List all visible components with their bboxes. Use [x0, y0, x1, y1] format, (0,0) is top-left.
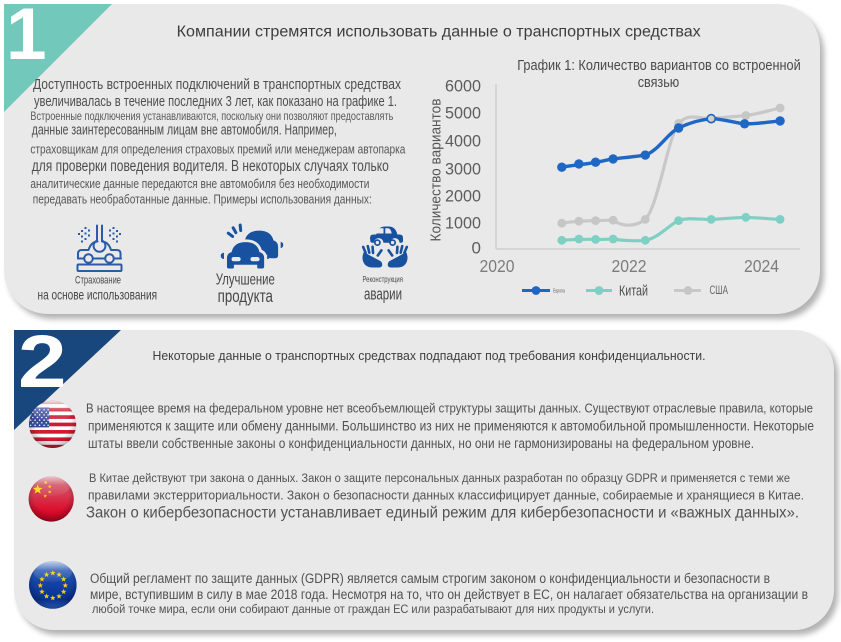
svg-text:страховщикам для определения с: страховщикам для определения страховых п… — [30, 142, 405, 156]
svg-text:Доступность встроенных подключ: Доступность встроенных подключений в тра… — [33, 76, 401, 93]
svg-text:Общий регламент по защите данн: Общий регламент по защите данных (GDPR) … — [90, 571, 770, 586]
svg-text:аналитические данные передаютс: аналитические данные передаются вне авто… — [30, 176, 369, 191]
svg-text:передавать необработанные данн: передавать необработанные данные. Пример… — [33, 192, 372, 207]
svg-text:мире, вступившим в силу в мае: мире, вступившим в силу в мае 2018 года.… — [90, 587, 808, 602]
svg-text:2000: 2000 — [445, 187, 481, 206]
svg-text:продукта: продукта — [218, 286, 273, 306]
svg-text:Количество вариантов: Количество вариантов — [428, 98, 445, 241]
svg-text:для проверки поведения водител: для проверки поведения водителя. В некот… — [32, 158, 389, 175]
svg-text:правилами экстерриториальности: правилами экстерриториальности. Закон о … — [88, 488, 804, 503]
svg-text:Улучшение: Улучшение — [216, 271, 275, 288]
svg-text:на основе использования: на основе использования — [38, 286, 158, 302]
svg-text:Встроенные подключения устанав: Встроенные подключения устанавливаются, … — [30, 109, 393, 123]
svg-text:любой точке мира, если они соб: любой точке мира, если они собирают данн… — [92, 602, 654, 616]
svg-text:США: США — [710, 285, 729, 297]
svg-text:данные заинтересованным лицам: данные заинтересованным лицам вне автомо… — [32, 123, 337, 139]
svg-text:4000: 4000 — [445, 132, 481, 151]
svg-text:Реконструкция: Реконструкция — [363, 275, 403, 284]
svg-text:применяются к защите или обмен: применяются к защите или обмену данными.… — [88, 418, 814, 433]
svg-text:увеличивалась в течение послед: увеличивалась в течение последних 3 лет,… — [34, 93, 397, 110]
svg-text:1000: 1000 — [445, 214, 481, 233]
svg-text:Китай: Китай — [619, 284, 648, 300]
svg-text:Некоторые данные о транспортны: Некоторые данные о транспортных средства… — [153, 349, 706, 363]
svg-text:2020: 2020 — [480, 256, 515, 276]
svg-text:2022: 2022 — [612, 256, 647, 276]
svg-text:5000: 5000 — [445, 104, 481, 123]
svg-text:Страхование: Страхование — [75, 275, 121, 287]
svg-text:В настоящее время на федеральн: В настоящее время на федеральном уровне … — [86, 401, 813, 415]
svg-text:6000: 6000 — [445, 77, 481, 96]
svg-text:В Китае действуют три закона о: В Китае действуют три закона о данных. З… — [89, 473, 790, 485]
svg-text:связью: связью — [638, 75, 680, 91]
svg-text:Компании стремятся использоват: Компании стремятся использовать данные о… — [177, 24, 701, 41]
svg-text:Закон о кибербезопасности уста: Закон о кибербезопасности устанавливает … — [86, 505, 799, 522]
svg-text:Европа: Европа — [553, 289, 566, 295]
svg-text:График 1: Количество вариантов: График 1: Количество вариантов со встрое… — [517, 58, 801, 74]
svg-text:аварии: аварии — [364, 285, 402, 304]
svg-text:2024: 2024 — [744, 256, 779, 276]
svg-text:штаты ввели собственные законы: штаты ввели собственные законы о конфиде… — [88, 436, 754, 451]
svg-text:3000: 3000 — [445, 160, 481, 179]
svg-text:0: 0 — [472, 239, 481, 258]
